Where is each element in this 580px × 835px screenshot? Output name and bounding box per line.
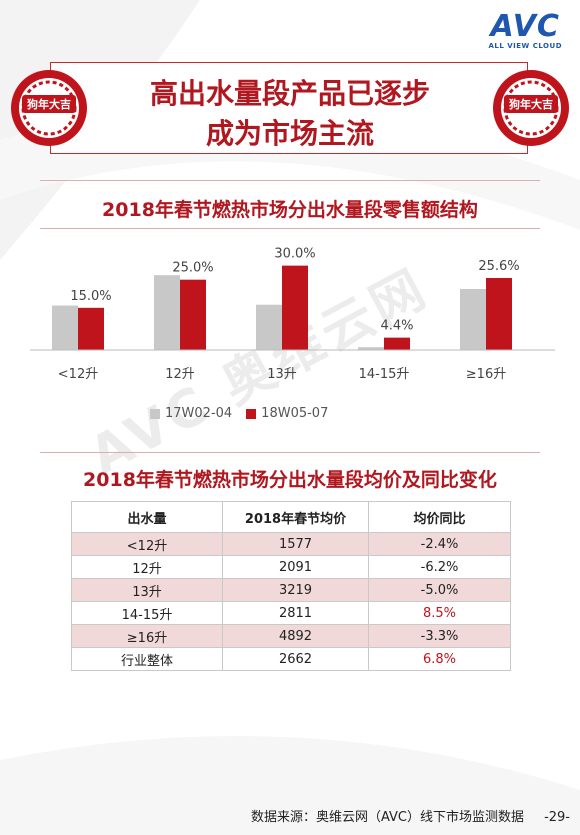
papercut-left: 狗年大吉 [11,70,87,146]
cell-yoy: -2.4% [368,532,511,556]
table-row: 12升 2091 -6.2% [71,555,511,579]
cell-segment: 14-15升 [71,601,223,625]
table-row: 行业整体 2662 6.8% [71,647,511,671]
x-tick-label: 12升 [165,367,195,382]
x-tick-label: ≥16升 [466,367,506,382]
cell-segment: 12升 [71,555,223,579]
headline-box [50,62,528,154]
legend-label-series-1: 17W02-04 [165,406,233,421]
table-title: 2018年春节燃热市场分出水量段均价及同比变化 [83,469,497,491]
legend-label-series-2: 18W05-07 [261,406,329,421]
cell-yoy: -5.0% [368,578,511,602]
legend-swatch-series-1 [150,408,160,419]
cell-price: 2811 [222,601,369,625]
table-row: 14-15升 2811 8.5% [71,601,511,625]
cell-segment: 13升 [71,578,223,602]
cell-price: 1577 [222,532,369,556]
cell-price: 2091 [222,555,369,579]
x-tick-label: 14-15升 [359,367,410,382]
cell-segment: 行业整体 [71,647,223,671]
bar-chart: 15.0% 25.0% 30.0% 4.4% 25.6% <12升 12升 13升 14-15… [30,247,555,382]
bar-series-2-2 [282,265,308,350]
cell-price: 2662 [222,647,369,671]
bar-series-1-0 [52,305,78,350]
table-header-row: 出水量 2018年春节均价 均价同比 [71,501,511,533]
bar-series-1-4 [460,288,486,350]
chart-title-rule [40,180,540,181]
table-row: 13升 3219 -5.0% [71,578,511,602]
cell-yoy: 8.5% [368,601,511,625]
badge-text-left: 狗年大吉 [27,97,71,111]
logo-subtitle: ALL VIEW CLOUD [488,42,562,50]
legend-item-series-2: 18W05-07 [246,406,328,421]
bar-series-1-1 [154,275,180,350]
x-tick-label: <12升 [58,367,98,382]
data-label: 25.6% [478,259,519,274]
avc-logo: AVC ALL VIEW CLOUD [488,9,562,51]
data-label: 15.0% [70,289,111,304]
legend-swatch-series-2 [246,408,257,419]
table-row: ≥16升 4892 -3.3% [71,624,511,648]
legend-item-series-1: 17W02-04 [150,406,232,421]
table-title-rule [40,452,540,453]
table-row: <12升 1577 -2.4% [71,532,511,556]
cell-yoy: -3.3% [368,624,511,648]
data-source-footer: 数据来源：奥维云网（AVC）线下市场监测数据 [250,810,524,825]
cell-price: 4892 [222,624,369,648]
papercut-right: 狗年大吉 [493,70,569,146]
header-segment: 出水量 [71,501,223,533]
cell-price: 3219 [222,578,369,602]
badge-text-right: 狗年大吉 [509,97,553,111]
bar-series-1-2 [256,304,282,350]
cell-yoy: -6.2% [368,555,511,579]
page-number: -29- [544,810,570,825]
chart-legend: 17W02-04 18W05-07 [150,406,342,421]
chart-title-rule-bottom [40,228,540,229]
header-price: 2018年春节均价 [222,501,369,533]
logo-text: AVC [490,9,560,44]
cell-segment: ≥16升 [71,624,223,648]
headline-line2: 成为市场主流 [205,117,374,150]
x-tick-label: 13升 [267,367,297,382]
cell-segment: <12升 [71,532,223,556]
data-label: 25.0% [172,261,213,276]
chart-title: 2018年春节燃热市场分出水量段零售额结构 [102,199,478,221]
price-table: 出水量 2018年春节均价 均价同比 <12升 1577 -2.4% 12升 2… [71,501,511,671]
data-label: 4.4% [380,319,413,334]
bar-series-2-4 [486,278,512,350]
header-yoy: 均价同比 [368,501,511,533]
bar-series-2-1 [180,279,206,350]
data-label: 30.0% [274,247,315,262]
cell-yoy: 6.8% [368,647,511,671]
bar-series-2-3 [384,337,410,350]
bar-series-1-3 [358,347,384,350]
headline-line1: 高出水量段产品已逐步 [149,77,430,110]
bar-series-2-0 [78,307,104,350]
